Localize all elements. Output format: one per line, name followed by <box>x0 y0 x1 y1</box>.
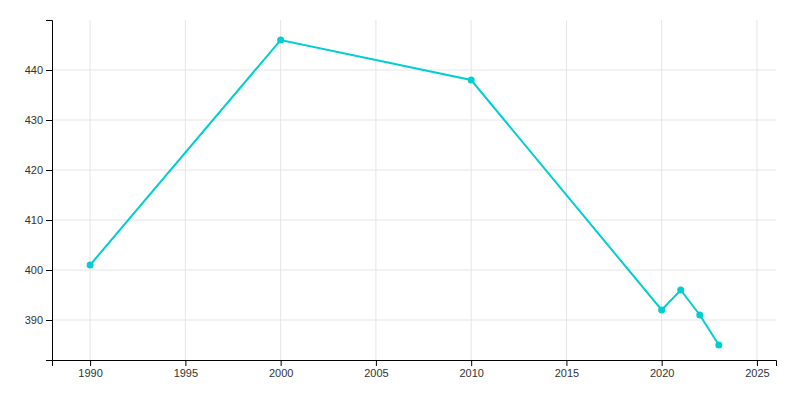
y-axis-tick: 420 <box>25 164 52 176</box>
y-axis-tick-mark <box>46 320 52 321</box>
x-axis-tick-mark <box>757 360 758 366</box>
x-axis-tick-mark <box>376 360 377 366</box>
marker <box>277 37 284 44</box>
x-axis-tick-mark <box>662 360 663 366</box>
y-axis-tick-label: 390 <box>25 314 43 326</box>
x-axis: 1990 1995 2000 2005 2010 2015 2020 2025 <box>53 360 777 379</box>
x-axis-tick-label: 2015 <box>555 367 579 379</box>
grid-line-x <box>471 20 472 360</box>
x-axis-tick-label: 2010 <box>459 367 483 379</box>
x-axis-tick-label: 2000 <box>269 367 293 379</box>
grid-line-x <box>375 20 376 360</box>
y-axis-tick-mark <box>46 120 52 121</box>
x-axis-domain <box>53 361 777 367</box>
marker <box>87 262 94 269</box>
y-axis-tick: 430 <box>25 114 52 126</box>
marker <box>696 312 703 319</box>
grid-line-y <box>52 320 776 321</box>
x-axis-tick: 2000 <box>269 360 293 379</box>
x-axis-tick: 1990 <box>78 360 102 379</box>
grid-line-y <box>52 270 776 271</box>
grid <box>52 20 776 360</box>
y-axis-tick-mark <box>46 70 52 71</box>
y-axis-tick-label: 430 <box>25 114 43 126</box>
x-axis-tick-label: 2005 <box>364 367 388 379</box>
grid-line-y <box>52 120 776 121</box>
marker <box>658 307 665 314</box>
line <box>90 40 719 345</box>
x-axis-tick-mark <box>566 360 567 366</box>
marker <box>468 77 475 84</box>
x-axis-tick-mark <box>281 360 282 366</box>
series <box>87 37 723 349</box>
marker <box>715 342 722 349</box>
plot: 1990 1995 2000 2005 2010 2015 2020 2025 390 400 41… <box>25 20 777 379</box>
x-axis-tick: 1995 <box>174 360 198 379</box>
grid-line-x <box>566 20 567 360</box>
grid-line-y <box>52 170 776 171</box>
marker <box>677 287 684 294</box>
x-axis-tick-mark <box>185 360 186 366</box>
x-axis-tick: 2020 <box>650 360 674 379</box>
y-axis-tick-label: 410 <box>25 214 43 226</box>
x-axis-tick: 2025 <box>745 360 769 379</box>
x-axis-tick-label: 2020 <box>650 367 674 379</box>
x-axis-tick: 2010 <box>459 360 483 379</box>
x-axis-tick: 2005 <box>364 360 388 379</box>
y-axis: 390 400 410 420 430 440 <box>25 21 53 361</box>
grid-line-x <box>280 20 281 360</box>
x-axis-tick-label: 1995 <box>174 367 198 379</box>
grid-line-x <box>756 20 757 360</box>
x-axis-tick: 2015 <box>555 360 579 379</box>
y-axis-tick: 390 <box>25 314 52 326</box>
y-axis-tick: 440 <box>25 64 52 76</box>
x-axis-tick-label: 1990 <box>78 367 102 379</box>
x-axis-tick-mark <box>90 360 91 366</box>
y-axis-tick-mark <box>46 220 52 221</box>
y-axis-tick-mark <box>46 170 52 171</box>
y-axis-tick-label: 400 <box>25 264 43 276</box>
y-axis-domain <box>46 21 53 361</box>
y-axis-tick-label: 420 <box>25 164 43 176</box>
y-axis-tick-label: 440 <box>25 64 43 76</box>
grid-line-x <box>185 20 186 360</box>
grid-line-y <box>52 70 776 71</box>
x-axis-tick-mark <box>471 360 472 366</box>
y-axis-tick-mark <box>46 270 52 271</box>
chart: 1990 1995 2000 2005 2010 2015 2020 2025 390 400 41… <box>0 0 800 400</box>
y-axis-tick: 410 <box>25 214 52 226</box>
x-axis-tick-label: 2025 <box>745 367 769 379</box>
grid-line-y <box>52 220 776 221</box>
y-axis-tick: 400 <box>25 264 52 276</box>
grid-line-x <box>90 20 91 360</box>
